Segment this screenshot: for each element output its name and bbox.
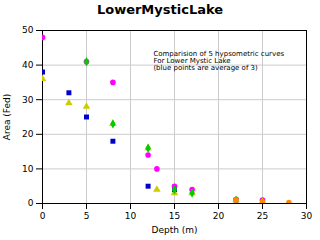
svg-text:5: 5 — [84, 211, 90, 221]
svg-text:0: 0 — [40, 211, 46, 221]
svg-text:10: 10 — [125, 211, 137, 221]
svg-text:20: 20 — [22, 129, 34, 139]
svg-text:30: 30 — [22, 95, 34, 105]
svg-text:50: 50 — [22, 25, 34, 35]
svg-text:10: 10 — [22, 164, 34, 174]
svg-text:0: 0 — [28, 198, 34, 208]
svg-text:15: 15 — [169, 211, 180, 221]
svg-text:30: 30 — [301, 211, 313, 221]
html-text:LowerMysticLake: LowerMysticLake — [96, 2, 224, 17]
svg-text:20: 20 — [213, 211, 225, 221]
svg-text:Area (Fed): Area (Fed) — [2, 94, 12, 141]
svg-text:40: 40 — [22, 60, 34, 70]
svg-text:Comparision of 5 hypsometric c: Comparision of 5 hypsometric curvesFor L… — [153, 50, 284, 72]
svg-text:25: 25 — [257, 211, 268, 221]
svg-text:Depth (m): Depth (m) — [151, 225, 197, 235]
